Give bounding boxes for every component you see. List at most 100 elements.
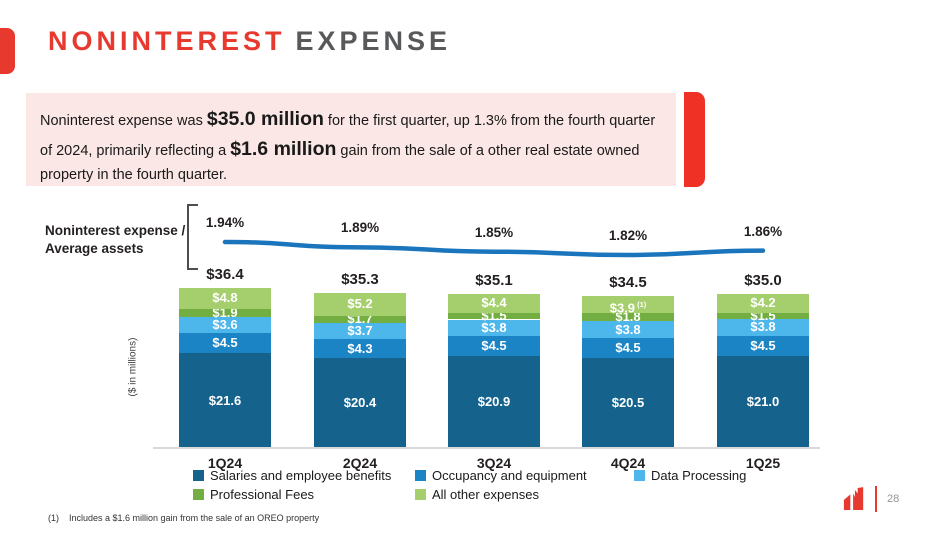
x-axis-label: 1Q25: [745, 455, 781, 471]
bar-total-label: $35.1: [475, 271, 513, 289]
bar-segment-value: $4.4: [481, 295, 507, 311]
bar-segment: [314, 292, 406, 316]
bar-segment: [314, 315, 406, 324]
bar-segment: [179, 353, 271, 448]
bar-segment: [582, 296, 674, 314]
highlight-amount: $1.6 million: [230, 138, 337, 161]
bar-segment: [448, 293, 540, 313]
x-axis-label: 4Q24: [610, 455, 646, 471]
legend-item: Data Processing: [634, 467, 746, 483]
title-rest-text: EXPENSE: [295, 26, 452, 56]
footer-brand: 28: [843, 486, 899, 512]
highlight-amount: $35.0 million: [206, 108, 324, 130]
legend-label: Occupancy and equipment: [432, 467, 587, 483]
highlight-text: Noninterest expense was $35.0 million fo…: [26, 93, 676, 198]
bar-total-label: $34.5: [609, 274, 647, 292]
highlight-span: for the first quarter, up 1.3% from the …: [40, 113, 656, 160]
highlight-span: gain from the sale of a other real estat…: [40, 143, 640, 184]
bar-segment-value: $3.8: [750, 319, 776, 335]
x-axis-line: [153, 447, 820, 449]
bar-segment: [448, 319, 540, 337]
x-axis-label: 3Q24: [476, 455, 512, 471]
x-axis-label: 1Q24: [207, 455, 243, 471]
page-title: NONINTEREST EXPENSE: [48, 26, 451, 57]
bar-segment-value: $3.9 (1): [609, 299, 647, 316]
bar-total-label: $35.3: [341, 270, 379, 288]
legend-item: All other expenses: [415, 486, 634, 502]
legend-label: Salaries and employee benefits: [210, 467, 392, 483]
bar-segment-value: $5.2: [347, 296, 373, 312]
highlight-box: Noninterest expense was $35.0 million fo…: [26, 93, 676, 186]
bar-segment: [717, 319, 809, 336]
bar-segment-value: $20.5: [611, 394, 645, 410]
line-series-label-line1: Noninterest expense /: [45, 223, 186, 238]
footnote: (1) Includes a $1.6 million gain from th…: [48, 513, 320, 523]
bar-segment: [717, 312, 809, 320]
bar-segment-value: $4.5: [615, 339, 641, 355]
line-series-label-line2: Average assets: [45, 241, 144, 257]
company-logo: [843, 487, 864, 510]
bar-segment: [717, 355, 809, 448]
bar-segment-value: $4.3: [347, 340, 373, 356]
bar-segment-value: $4.5: [481, 338, 507, 354]
bar-segment: [314, 358, 406, 448]
title-accent-text: NONINTEREST: [48, 26, 286, 56]
line-value-label: 1.82%: [608, 228, 648, 243]
bar-segment: [582, 313, 674, 322]
bar-segment: [314, 323, 406, 340]
bar-segment: [179, 333, 271, 353]
bar-segment: [717, 294, 809, 313]
legend-swatch: [415, 469, 426, 481]
bar-segment: [582, 357, 674, 448]
line-value-label: 1.89%: [340, 220, 380, 236]
legend-swatch: [193, 469, 204, 481]
legend-swatch: [415, 488, 426, 500]
highlight-span: Noninterest expense was: [40, 113, 207, 129]
legend-swatch: [634, 469, 645, 481]
legend-label: Data Processing: [651, 467, 747, 483]
bar-segment-value: $21.0: [746, 393, 780, 409]
bar-segment: [448, 336, 540, 356]
bar-total-label: $36.4: [206, 265, 244, 283]
line-series-label: Noninterest expense / Average assets: [45, 222, 185, 258]
bar-segment: [179, 309, 271, 318]
bar-segment: [179, 287, 271, 309]
legend-item: Salaries and employee benefits: [193, 467, 415, 483]
bar-segment-value: $4.5: [212, 335, 238, 351]
bar-segment-value: $4.5: [750, 337, 776, 353]
line-value-label: 1.85%: [474, 224, 514, 240]
bar-total-label: $35.0: [744, 272, 782, 289]
bar-segment: [179, 317, 271, 334]
legend-item: Professional Fees: [193, 486, 415, 502]
bar-segment-value: $3.8: [481, 319, 507, 335]
line-value-label: 1.86%: [743, 223, 783, 239]
bar-segment: [717, 335, 809, 356]
bar-segment-value: $3.6: [212, 317, 238, 333]
title-accent-tab: [0, 28, 15, 74]
bar-segment: [448, 312, 540, 320]
x-axis-label: 2Q24: [342, 455, 378, 471]
bar-segment-value: $3.8: [615, 321, 641, 337]
bar-segment-value: $20.9: [477, 394, 511, 409]
bar-segment: [314, 339, 406, 359]
line-value-label: 1.94%: [205, 215, 245, 230]
footnote-marker: (1): [635, 299, 647, 309]
chart-legend: Salaries and employee benefits Occupancy …: [193, 467, 746, 502]
legend-label: Professional Fees: [210, 486, 315, 502]
legend-label: All other expenses: [432, 486, 539, 502]
bar-segment: [448, 356, 540, 448]
bar-segment-value: $4.2: [750, 295, 776, 311]
bar-segment-value: $20.4: [343, 395, 377, 411]
legend-swatch: [193, 488, 204, 500]
bracket: [187, 204, 198, 270]
bar-segment-value: $3.7: [347, 323, 373, 339]
footer-divider: [875, 486, 877, 512]
page-number: 28: [887, 493, 900, 505]
bar-segment: [582, 338, 674, 358]
bar-segment-value: $4.8: [212, 290, 238, 306]
highlight-accent-bar: [684, 92, 705, 187]
bar-segment: [582, 321, 674, 338]
legend-item: Occupancy and equipment: [415, 467, 634, 483]
